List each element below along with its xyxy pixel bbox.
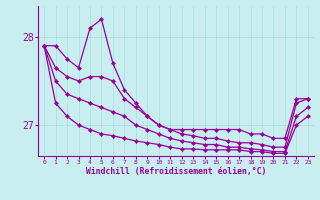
X-axis label: Windchill (Refroidissement éolien,°C): Windchill (Refroidissement éolien,°C) [86,167,266,176]
